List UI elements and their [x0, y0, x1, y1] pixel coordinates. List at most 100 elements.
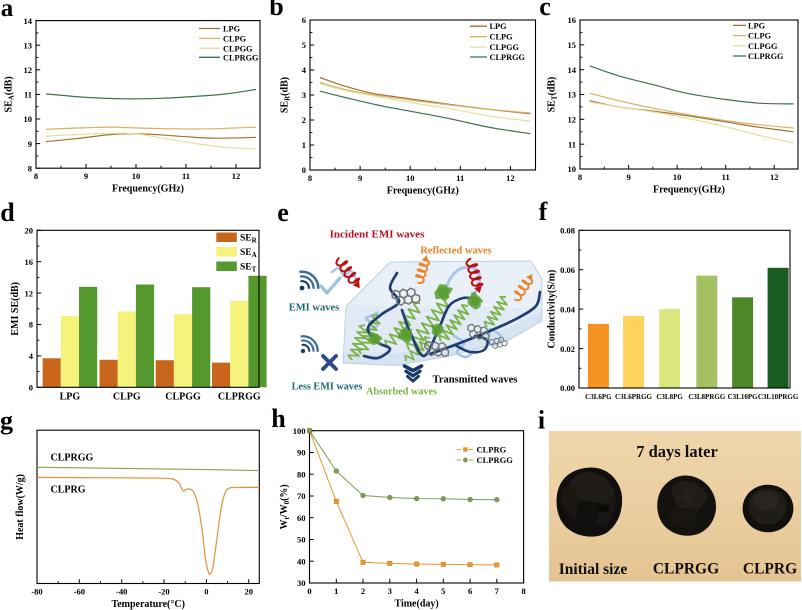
- svg-text:-20: -20: [158, 587, 169, 597]
- svg-text:Frequency(GHz): Frequency(GHz): [653, 185, 725, 196]
- svg-text:CLPG: CLPG: [113, 391, 141, 402]
- svg-text:C3L6PG: C3L6PG: [585, 393, 612, 401]
- svg-text:b: b: [269, 0, 283, 21]
- svg-text:13: 13: [568, 90, 577, 100]
- svg-text:90: 90: [297, 448, 306, 458]
- svg-text:Temperature(°C): Temperature(°C): [111, 599, 184, 610]
- svg-text:Absorbed waves: Absorbed waves: [366, 387, 437, 398]
- svg-text:EMI waves: EMI waves: [289, 303, 339, 314]
- svg-text:11: 11: [182, 171, 190, 181]
- svg-text:CLPGG: CLPGG: [748, 42, 778, 51]
- svg-text:7 days later: 7 days later: [636, 442, 718, 461]
- svg-text:CLPG: CLPG: [223, 34, 247, 43]
- svg-text:4: 4: [29, 351, 34, 361]
- svg-text:Frequency(GHz): Frequency(GHz): [387, 186, 459, 197]
- svg-text:5: 5: [302, 40, 306, 50]
- svg-text:SET: SET: [240, 263, 257, 274]
- svg-text:10: 10: [568, 164, 577, 174]
- svg-text:16: 16: [25, 257, 34, 267]
- svg-text:C3L10PRGG: C3L10PRGG: [758, 393, 799, 401]
- svg-text:h: h: [271, 404, 286, 433]
- svg-text:20: 20: [25, 226, 34, 236]
- svg-text:1: 1: [302, 140, 306, 150]
- svg-text:7: 7: [495, 586, 500, 596]
- svg-text:Less EMI waves: Less EMI waves: [292, 382, 363, 393]
- svg-text:C3L10PG: C3L10PG: [728, 393, 759, 401]
- svg-text:i: i: [538, 406, 545, 435]
- svg-text:8: 8: [308, 173, 312, 183]
- svg-text:C3L6PRGG: C3L6PRGG: [615, 393, 653, 401]
- svg-text:C3L8PRGG: C3L8PRGG: [688, 393, 726, 401]
- svg-text:6: 6: [302, 15, 306, 25]
- svg-text:0: 0: [204, 587, 208, 597]
- svg-text:5: 5: [441, 586, 445, 596]
- svg-text:9: 9: [358, 173, 362, 183]
- svg-text:0.04: 0.04: [560, 304, 576, 314]
- svg-text:0.02: 0.02: [560, 344, 575, 354]
- svg-text:CLPRGG: CLPRGG: [748, 52, 784, 61]
- svg-text:CLPRGG: CLPRGG: [653, 561, 719, 578]
- svg-text:11: 11: [568, 139, 576, 149]
- svg-text:Incident EMI waves: Incident EMI waves: [330, 229, 425, 241]
- svg-text:10: 10: [132, 171, 141, 181]
- svg-text:0: 0: [302, 165, 306, 175]
- svg-text:CLPG: CLPG: [490, 33, 514, 42]
- svg-text:9: 9: [28, 139, 32, 149]
- svg-text:8: 8: [28, 163, 32, 173]
- svg-text:SEA(dB): SEA(dB): [4, 76, 16, 112]
- svg-text:50: 50: [297, 535, 306, 545]
- svg-text:12: 12: [25, 288, 34, 298]
- svg-text:CLPRGG: CLPRGG: [223, 53, 259, 62]
- svg-text:12: 12: [232, 171, 241, 181]
- svg-text:11: 11: [456, 173, 464, 183]
- svg-text:30: 30: [297, 578, 306, 588]
- svg-text:CLPGG: CLPGG: [165, 391, 201, 402]
- svg-text:CLPRGG: CLPRGG: [218, 391, 261, 402]
- svg-text:0.06: 0.06: [560, 265, 575, 275]
- svg-text:d: d: [0, 198, 15, 227]
- svg-text:CLPRG: CLPRG: [51, 485, 86, 496]
- svg-text:11: 11: [24, 90, 32, 100]
- svg-text:9: 9: [84, 171, 88, 181]
- svg-text:SER(dB): SER(dB): [280, 77, 292, 113]
- svg-text:8: 8: [521, 586, 525, 596]
- svg-text:Heat flow(W/g): Heat flow(W/g): [15, 474, 26, 540]
- svg-text:11: 11: [722, 172, 730, 182]
- svg-text:80: 80: [297, 469, 306, 479]
- svg-text:-40: -40: [116, 587, 127, 597]
- svg-text:10: 10: [406, 173, 415, 183]
- svg-text:CLPRGG: CLPRGG: [477, 455, 514, 465]
- svg-text:60: 60: [297, 513, 306, 523]
- svg-text:LPG: LPG: [748, 21, 766, 30]
- svg-text:2: 2: [361, 586, 365, 596]
- svg-text:8: 8: [578, 172, 582, 182]
- svg-text:CLPRGG: CLPRGG: [51, 453, 94, 464]
- svg-text:SET(dB): SET(dB): [547, 77, 559, 113]
- svg-text:0.08: 0.08: [560, 226, 575, 236]
- svg-text:-80: -80: [31, 587, 42, 597]
- svg-text:3: 3: [388, 586, 392, 596]
- svg-text:0: 0: [29, 383, 33, 393]
- svg-text:a: a: [1, 0, 14, 22]
- svg-text:0.00: 0.00: [560, 383, 575, 393]
- svg-text:C3L8PG: C3L8PG: [656, 393, 683, 401]
- svg-text:2: 2: [302, 115, 306, 125]
- svg-text:EMI SE(dB): EMI SE(dB): [10, 282, 21, 336]
- svg-text:13: 13: [24, 40, 33, 50]
- svg-text:16: 16: [568, 15, 577, 25]
- svg-text:9: 9: [626, 172, 630, 182]
- svg-text:LPG: LPG: [223, 25, 241, 34]
- svg-text:12: 12: [506, 173, 515, 183]
- svg-text:g: g: [0, 406, 13, 435]
- svg-text:12: 12: [568, 115, 577, 125]
- svg-text:4: 4: [302, 65, 307, 75]
- svg-text:Time(day): Time(day): [394, 599, 438, 610]
- svg-text:40: 40: [297, 556, 306, 566]
- svg-text:Initial size: Initial size: [559, 561, 628, 578]
- svg-text:14: 14: [24, 16, 33, 26]
- svg-text:100: 100: [293, 426, 306, 436]
- svg-text:CLPG: CLPG: [748, 32, 772, 41]
- svg-text:70: 70: [297, 491, 306, 501]
- svg-text:Reflected waves: Reflected waves: [420, 246, 491, 257]
- svg-text:8: 8: [29, 320, 33, 330]
